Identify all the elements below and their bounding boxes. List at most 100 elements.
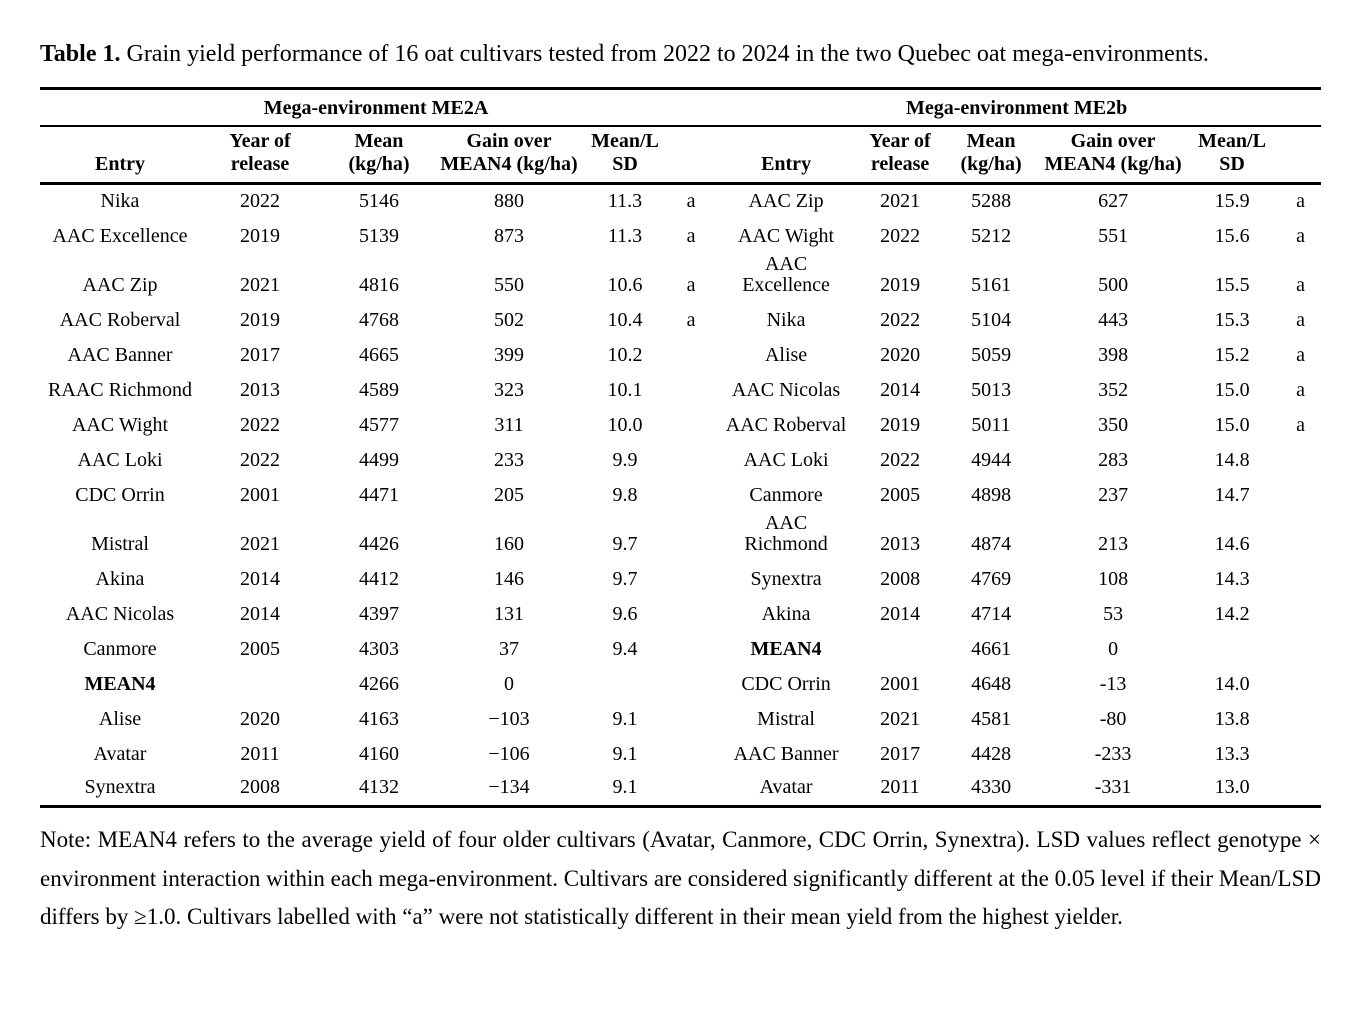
me2b-mean-cell: 5059 xyxy=(971,343,1012,366)
me2b-entry-cell: CDC Orrin xyxy=(741,672,831,695)
table-caption: Table 1. Grain yield performance of 16 o… xyxy=(40,34,1321,74)
me2a-mean-lsd-cell: 10.2 xyxy=(607,343,643,366)
header-line: SD xyxy=(1219,153,1245,175)
me2b-entry-cell: AAC Wight xyxy=(738,224,835,247)
me2b-gain-cell: 627 xyxy=(1098,189,1129,212)
me2b-sig-cell xyxy=(1280,478,1321,513)
me2b-gain-cell: 53 xyxy=(1103,602,1124,625)
me2a-entry-cell: AAC Excellence xyxy=(52,224,188,247)
group-header-row: Mega-environment ME2A Mega-environment M… xyxy=(40,88,1322,127)
table-note: Note: MEAN4 refers to the average yield … xyxy=(40,827,1321,929)
me2b-sig-cell: a xyxy=(1296,343,1306,366)
me2b-sig-cell xyxy=(1280,772,1321,807)
me2a-mean-lsd-cell: 9.7 xyxy=(612,567,638,590)
me2b-year-cell: 2019 xyxy=(880,273,921,296)
me2b-entry-cell: Synextra xyxy=(750,567,822,590)
me2a-entry-cell: Avatar xyxy=(93,742,147,765)
me2a-mean-cell: 4412 xyxy=(359,567,399,590)
me2a-sig-cell xyxy=(670,702,712,737)
me2b-sig-cell xyxy=(1280,513,1321,562)
me2a-sig-cell xyxy=(670,772,712,807)
me2b-gain-cell: 350 xyxy=(1098,413,1129,436)
me2a-sig-cell xyxy=(670,373,712,408)
me2b-mean-cell: 5161 xyxy=(971,273,1012,296)
me2a-gain-cell: 37 xyxy=(499,637,519,660)
header-line: Mean xyxy=(966,130,1016,152)
me2a-mean-lsd-cell xyxy=(580,667,670,702)
me2a-gain-cell: −134 xyxy=(488,776,530,798)
table-row: MEAN4 4266 0 CDC Orrin 2001 4648 -13 14.0 xyxy=(40,667,1321,702)
me2a-sig-cell: a xyxy=(686,308,696,331)
column-header-row: Entry Year of release Mean (kg/ha) Gain ov… xyxy=(40,126,1322,185)
me2a-mean-header: Mean (kg/ha) xyxy=(320,126,438,185)
header-line: Gain over xyxy=(466,130,552,152)
me2a-mean-cell: 5146 xyxy=(359,189,399,212)
me2b-gain-cell: 283 xyxy=(1098,448,1129,471)
me2b-sig-cell xyxy=(1280,702,1321,737)
header-line: Year of xyxy=(869,130,931,152)
me2b-year-cell: 2005 xyxy=(880,483,921,506)
me2b-mean-lsd-cell xyxy=(1184,632,1280,667)
me2b-mean-lsd-cell: 14.2 xyxy=(1214,602,1250,625)
me2a-year-cell: 2022 xyxy=(240,448,280,471)
me2b-mean-lsd-cell: 13.8 xyxy=(1214,707,1250,730)
me2a-mean-lsd-cell: 9.6 xyxy=(612,602,638,625)
me2a-mean-lsd-cell: 9.9 xyxy=(612,448,638,471)
me2b-year-cell: 2017 xyxy=(880,742,921,765)
me2b-entry-cell: AAC Excellence xyxy=(742,252,830,296)
me2a-entry-cell: AAC Loki xyxy=(77,448,163,471)
table-row: AAC Banner 2017 4665 399 10.2 Alise 2020 5059 39… xyxy=(40,338,1321,373)
me2b-sig-cell xyxy=(1280,597,1321,632)
me2b-gain-header: Gain over MEAN4 (kg/ha) xyxy=(1042,126,1185,185)
me2b-year-cell: 2008 xyxy=(880,567,921,590)
me2a-gain-cell: 205 xyxy=(494,483,524,506)
table-row: AAC Roberval 2019 4768 502 10.4 a Nika 2022 5104… xyxy=(40,303,1321,338)
me2a-year-cell: 2021 xyxy=(240,532,280,555)
me2a-year-cell: 2005 xyxy=(240,637,280,660)
results-table: Mega-environment ME2A Mega-environment M… xyxy=(40,87,1322,808)
me2b-mean-lsd-cell: 14.8 xyxy=(1214,448,1250,471)
me2a-gain-cell: −103 xyxy=(488,707,530,730)
me2b-mean-cell: 4769 xyxy=(971,567,1012,590)
me2a-year-cell: 2014 xyxy=(240,567,280,590)
me2b-mean-cell: 4648 xyxy=(971,672,1012,695)
me2a-year-cell xyxy=(200,667,320,702)
me2a-entry-cell: Mistral xyxy=(91,532,149,555)
me2b-entry-cell: AAC Nicolas xyxy=(731,378,841,401)
table-row: RAAC Richmond 2013 4589 323 10.1 AAC Nicolas 2… xyxy=(40,373,1321,408)
me2a-mean-lsd-cell: 10.0 xyxy=(607,413,643,436)
me2b-mean-lsd-cell: 15.2 xyxy=(1214,343,1250,366)
header-line: Mean xyxy=(354,130,404,152)
me2b-entry-cell: AAC Banner xyxy=(733,742,839,765)
me2a-mean-lsd-cell: 10.1 xyxy=(607,378,643,401)
table-caption-text: Grain yield performance of 16 oat cultiv… xyxy=(126,41,1209,67)
me2b-mean-lsd-cell: 13.3 xyxy=(1214,742,1250,765)
me2a-gain-cell: 880 xyxy=(494,189,524,212)
table-row: AAC Nicolas 2014 4397 131 9.6 Akina 2014 4714 53… xyxy=(40,597,1321,632)
me2b-entry-cell: Nika xyxy=(766,308,806,331)
header-line: release xyxy=(230,153,290,175)
me2a-entry-cell: Canmore xyxy=(83,637,157,660)
me2a-mean-cell: 4132 xyxy=(359,776,399,798)
me2a-entry-cell: Akina xyxy=(95,567,145,590)
me2b-mean-lsd-cell: 15.5 xyxy=(1214,273,1250,296)
me2b-mean-lsd-header: Mean/L SD xyxy=(1184,126,1281,185)
me2a-sig-cell: a xyxy=(686,273,696,296)
me2b-sig-cell: a xyxy=(1296,189,1306,212)
table-body: Nika 2022 5146 880 11.3 a AAC Zip 2021 5288 627 15… xyxy=(40,184,1321,807)
me2a-mean-cell: 4499 xyxy=(359,448,399,471)
me2b-mean-cell: 4944 xyxy=(971,448,1012,471)
me2b-gain-cell: 352 xyxy=(1098,378,1129,401)
table-row: Akina 2014 4412 146 9.7 Synextra 2008 4769 108 14… xyxy=(40,562,1321,597)
me2a-gain-cell: 160 xyxy=(494,532,524,555)
me2a-gain-cell: 873 xyxy=(494,224,524,247)
me2b-mean-lsd-cell: 15.6 xyxy=(1214,224,1250,247)
me2b-year-cell: 2020 xyxy=(880,343,921,366)
header-line: MEAN4 (kg/ha) xyxy=(440,153,578,175)
me2a-mean-lsd-cell: 10.4 xyxy=(607,308,643,331)
me2b-gain-cell: 551 xyxy=(1098,224,1129,247)
me2a-entry-cell: AAC Roberval xyxy=(59,308,181,331)
me2b-mean-lsd-cell: 15.0 xyxy=(1214,378,1250,401)
me2a-entry-cell: CDC Orrin xyxy=(75,483,165,506)
me2b-sig-cell: a xyxy=(1296,413,1306,436)
